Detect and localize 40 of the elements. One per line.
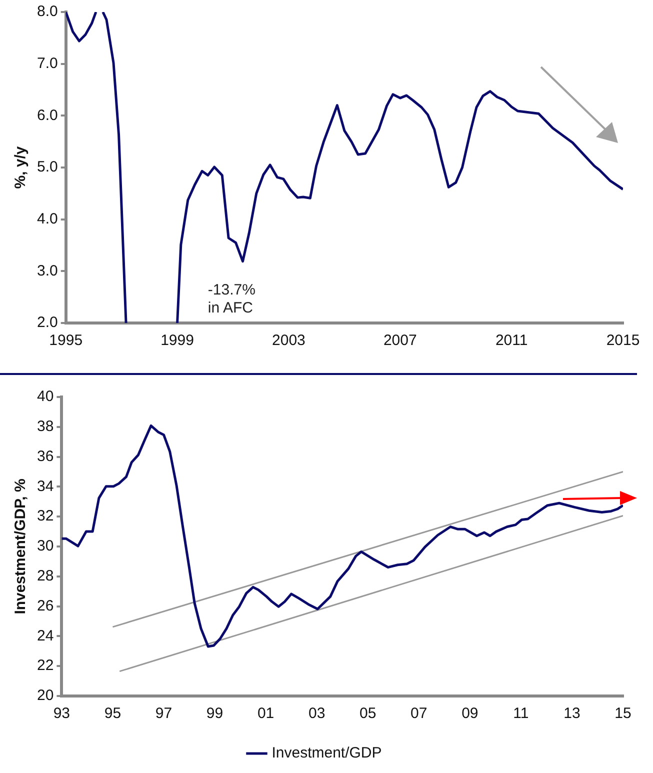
x-tick-label: 11 bbox=[513, 705, 529, 722]
x-tick-label: 1995 bbox=[49, 332, 83, 350]
y-tick-label: 40 bbox=[36, 388, 54, 406]
y-tick-label: 30 bbox=[36, 538, 54, 555]
y-tick-label: 26 bbox=[36, 597, 54, 614]
y-tick-label: 36 bbox=[36, 448, 54, 465]
y-tick-label: 7.0 bbox=[36, 54, 58, 72]
x-tick-label: 97 bbox=[155, 705, 172, 722]
y-axis-title: %, y/y bbox=[12, 146, 30, 189]
x-tick-label: 2007 bbox=[383, 332, 417, 350]
x-tick-label: 95 bbox=[104, 705, 122, 722]
y-tick-label: 8.0 bbox=[36, 3, 58, 20]
x-tick-label: 2015 bbox=[606, 332, 640, 350]
y-tick-label: 24 bbox=[36, 627, 54, 644]
x-tick-label: 1999 bbox=[160, 332, 194, 350]
x-tick-label: 13 bbox=[564, 705, 580, 722]
x-tick-label: 15 bbox=[614, 705, 632, 722]
x-tick-label: 05 bbox=[360, 705, 376, 722]
x-tick-label: 09 bbox=[462, 705, 478, 722]
y-tick-label: 4.0 bbox=[36, 210, 58, 228]
x-tick-label: 07 bbox=[410, 705, 428, 722]
y-tick-label: 38 bbox=[36, 418, 54, 436]
y-tick-label: 2.0 bbox=[36, 314, 58, 332]
y-tick-label: 32 bbox=[36, 508, 54, 525]
x-tick-label: 03 bbox=[308, 705, 326, 722]
x-tick-label: 93 bbox=[53, 705, 70, 722]
y-tick-label: 3.0 bbox=[36, 262, 58, 280]
x-tick-label: 01 bbox=[257, 705, 274, 722]
x-tick-label: 99 bbox=[206, 705, 224, 722]
y-axis-title: Investment/GDP, % bbox=[12, 478, 30, 614]
x-tick-label: 2011 bbox=[495, 332, 528, 350]
y-tick-label: 34 bbox=[36, 478, 54, 495]
y-tick-label: 6.0 bbox=[36, 106, 58, 124]
annotation: -13.7% in AFC bbox=[208, 282, 256, 317]
y-tick-label: 5.0 bbox=[36, 158, 58, 176]
x-tick-label: 2003 bbox=[272, 332, 306, 350]
legend-label: Investment/GDP bbox=[272, 744, 382, 762]
y-tick-label: 22 bbox=[36, 657, 54, 674]
y-tick-label: 28 bbox=[36, 568, 54, 585]
y-tick-label: 20 bbox=[36, 687, 54, 704]
